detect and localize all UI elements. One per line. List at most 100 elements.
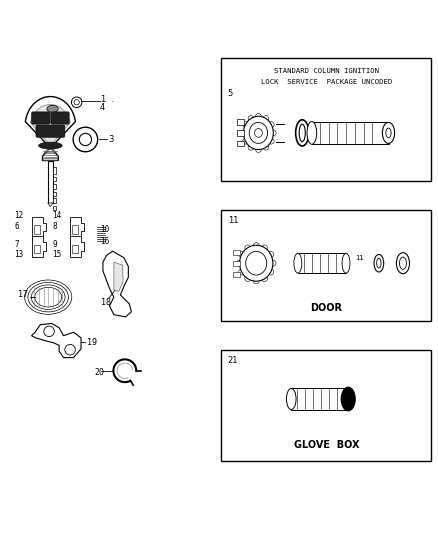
Ellipse shape (239, 252, 245, 257)
Ellipse shape (240, 130, 246, 136)
Circle shape (65, 344, 75, 355)
Bar (312, 122, 389, 144)
Bar (48, 160, 53, 203)
Bar (221, 209, 431, 321)
Polygon shape (70, 216, 84, 238)
Ellipse shape (294, 253, 302, 273)
Ellipse shape (261, 276, 268, 281)
Ellipse shape (270, 260, 276, 266)
Ellipse shape (245, 245, 251, 251)
Text: DOOR: DOOR (310, 303, 343, 313)
Ellipse shape (248, 144, 254, 150)
Text: 18: 18 (101, 298, 111, 308)
Bar (53, 177, 56, 181)
Text: 6: 6 (14, 222, 19, 231)
Text: 8: 8 (53, 222, 57, 231)
Ellipse shape (263, 144, 268, 150)
Ellipse shape (39, 142, 62, 149)
Polygon shape (32, 216, 46, 238)
Ellipse shape (286, 389, 296, 409)
Ellipse shape (261, 245, 268, 251)
Bar (233, 271, 240, 277)
Polygon shape (48, 203, 53, 206)
Ellipse shape (268, 139, 274, 144)
Text: 7: 7 (14, 240, 19, 249)
Ellipse shape (386, 128, 391, 138)
Bar (233, 249, 240, 255)
Ellipse shape (399, 257, 406, 269)
Ellipse shape (47, 106, 58, 112)
Ellipse shape (374, 254, 384, 272)
Text: 1  .: 1 . (101, 95, 114, 104)
Text: GLOVE  BOX: GLOVE BOX (293, 440, 359, 450)
Ellipse shape (237, 260, 243, 266)
Text: 10: 10 (100, 225, 109, 234)
Text: 3: 3 (108, 135, 113, 144)
Bar (237, 119, 244, 125)
Text: 5: 5 (228, 89, 233, 98)
Ellipse shape (268, 122, 274, 127)
Ellipse shape (243, 139, 248, 144)
Ellipse shape (253, 278, 259, 284)
Text: LOCK  SERVICE  PACKAGE UNCODED: LOCK SERVICE PACKAGE UNCODED (261, 79, 392, 85)
Ellipse shape (79, 133, 92, 146)
Bar (53, 198, 56, 204)
Text: 11: 11 (228, 216, 238, 225)
Bar (53, 167, 56, 174)
Bar (34, 225, 40, 234)
Ellipse shape (248, 116, 254, 122)
Bar (233, 261, 240, 266)
Polygon shape (31, 104, 70, 152)
Circle shape (71, 97, 82, 108)
Ellipse shape (268, 269, 274, 275)
Ellipse shape (396, 253, 410, 274)
Text: 13: 13 (14, 250, 23, 259)
Ellipse shape (341, 387, 355, 411)
Text: 16: 16 (100, 238, 109, 246)
Bar (221, 350, 431, 462)
Bar (298, 253, 346, 273)
Text: 14: 14 (53, 211, 62, 220)
Bar (221, 59, 431, 181)
Polygon shape (32, 324, 81, 358)
Text: STANDARD COLUMN IGNITION: STANDARD COLUMN IGNITION (274, 68, 379, 74)
Ellipse shape (255, 114, 261, 119)
Polygon shape (103, 251, 131, 317)
Text: 20: 20 (94, 368, 104, 377)
Bar (53, 184, 56, 189)
Text: 19: 19 (87, 338, 97, 347)
Ellipse shape (268, 252, 274, 257)
Ellipse shape (253, 243, 259, 249)
Text: 12: 12 (14, 211, 23, 220)
Ellipse shape (244, 116, 273, 150)
Polygon shape (32, 236, 46, 257)
Circle shape (44, 326, 54, 336)
Ellipse shape (240, 245, 273, 281)
Polygon shape (70, 236, 84, 257)
Ellipse shape (377, 259, 381, 268)
Bar (237, 141, 244, 147)
Ellipse shape (245, 276, 251, 281)
Circle shape (74, 100, 79, 105)
Text: 17: 17 (18, 290, 28, 300)
Ellipse shape (342, 253, 350, 273)
Bar (72, 225, 78, 234)
Ellipse shape (243, 122, 248, 127)
Text: 11: 11 (355, 255, 364, 261)
Bar (72, 245, 78, 253)
Polygon shape (114, 262, 123, 292)
Bar (53, 192, 56, 196)
Bar (34, 245, 40, 253)
Ellipse shape (382, 123, 395, 143)
FancyBboxPatch shape (51, 112, 69, 124)
Ellipse shape (271, 130, 276, 136)
Ellipse shape (296, 120, 309, 146)
Text: 21: 21 (228, 356, 238, 365)
Ellipse shape (246, 252, 267, 275)
Ellipse shape (307, 122, 317, 144)
Polygon shape (25, 96, 75, 160)
Ellipse shape (239, 269, 245, 275)
Ellipse shape (249, 123, 268, 143)
Ellipse shape (299, 124, 305, 142)
Ellipse shape (255, 147, 261, 152)
